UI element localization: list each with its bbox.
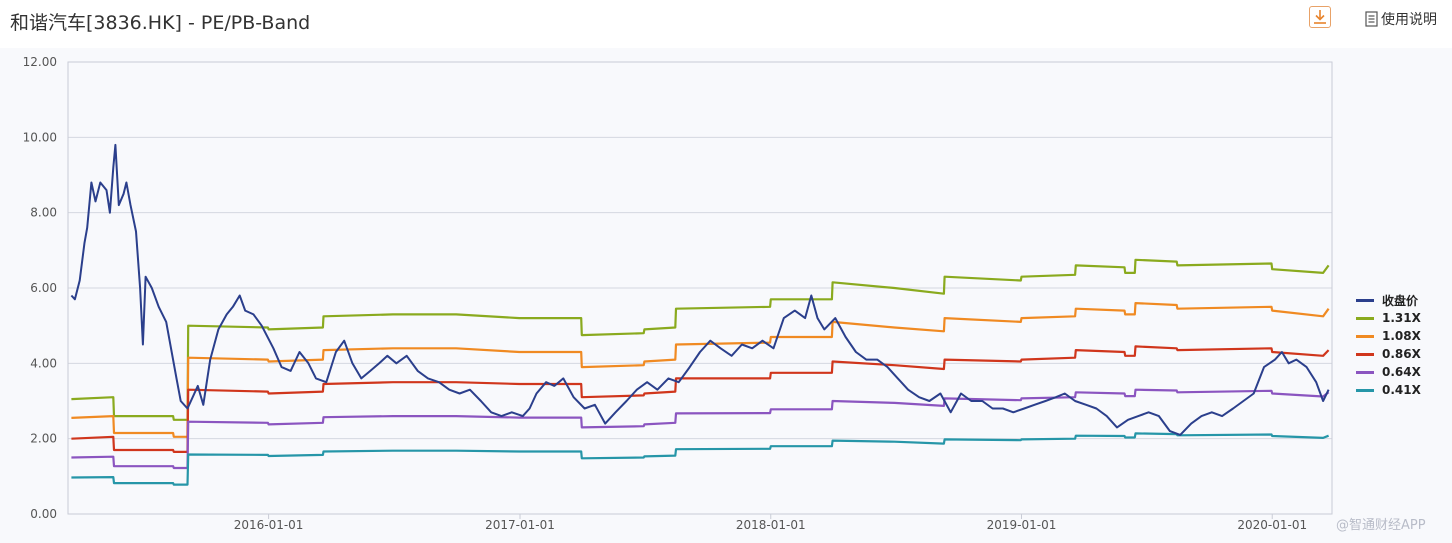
x-tick-label: 2018-01-01 [736, 518, 806, 532]
grid [68, 61, 1332, 515]
legend-item-5[interactable]: 0.41X [1356, 381, 1421, 399]
legend-label: 1.08X [1382, 329, 1421, 343]
y-tick-label: 6.00 [30, 281, 57, 295]
y-tick-label: 2.00 [30, 432, 57, 446]
x-axis: 2016-01-01 2017-01-01 2018-01-01 2019-01-01… [234, 514, 1307, 532]
legend-label: 0.64X [1382, 365, 1421, 379]
legend-item-2[interactable]: 1.08X [1356, 327, 1421, 345]
legend-swatch [1356, 370, 1374, 374]
header: 和谐汽车[3836.HK] - PE/PB-Band 使用说明 [0, 0, 1452, 40]
x-tick-label: 2016-01-01 [234, 518, 304, 532]
series-line-5 [71, 432, 1330, 486]
series-line-2 [71, 302, 1330, 438]
x-tick-label: 2019-01-01 [987, 518, 1057, 532]
legend-swatch [1356, 298, 1374, 302]
y-tick-label: 8.00 [30, 206, 57, 220]
x-tick-label: 2017-01-01 [485, 518, 555, 532]
legend-swatch [1356, 334, 1374, 338]
legend-item-1[interactable]: 1.31X [1356, 309, 1421, 327]
legend-label: 0.86X [1382, 347, 1421, 361]
download-button[interactable] [1309, 6, 1331, 28]
series-line-3 [71, 345, 1330, 453]
legend-label: 收盘价 [1382, 293, 1419, 308]
legend-item-4[interactable]: 0.64X [1356, 363, 1421, 381]
y-tick-label: 4.00 [30, 356, 57, 370]
help-label: 使用说明 [1381, 12, 1437, 28]
y-axis: 0.00 2.00 4.00 6.00 8.00 10.00 12.00 [23, 55, 57, 521]
document-icon [1365, 11, 1378, 27]
legend-swatch [1356, 352, 1374, 356]
pe-pb-band-chart: 0.00 2.00 4.00 6.00 8.00 10.00 12.00 2016-01-0… [23, 55, 1333, 532]
series-line-1 [71, 258, 1330, 421]
series-group [70, 143, 1330, 486]
legend-label: 1.31X [1382, 311, 1421, 325]
legend-swatch [1356, 316, 1374, 320]
help-button[interactable]: 使用说明 [1365, 9, 1437, 29]
download-icon [1314, 10, 1326, 24]
watermark: @智通财经APP [1336, 518, 1426, 533]
x-tick-label: 2020-01-01 [1237, 518, 1307, 532]
y-tick-label: 12.00 [23, 55, 57, 69]
series-line-4 [71, 388, 1330, 470]
legend-item-3[interactable]: 0.86X [1356, 345, 1421, 363]
legend-item-0[interactable]: 收盘价 [1356, 291, 1421, 309]
plot-frame [67, 61, 1333, 515]
legend: 收盘价 1.31X 1.08X 0.86X 0.64X 0.41X [1356, 291, 1421, 399]
series-line-0 [70, 143, 1330, 436]
y-tick-label: 0.00 [30, 507, 57, 521]
page-title: 和谐汽车[3836.HK] - PE/PB-Band [10, 12, 311, 34]
y-tick-label: 10.00 [23, 130, 57, 144]
chart-panel: 0.00 2.00 4.00 6.00 8.00 10.00 12.00 2016-01-0… [0, 48, 1452, 543]
legend-swatch [1356, 388, 1374, 392]
legend-label: 0.41X [1382, 383, 1421, 397]
